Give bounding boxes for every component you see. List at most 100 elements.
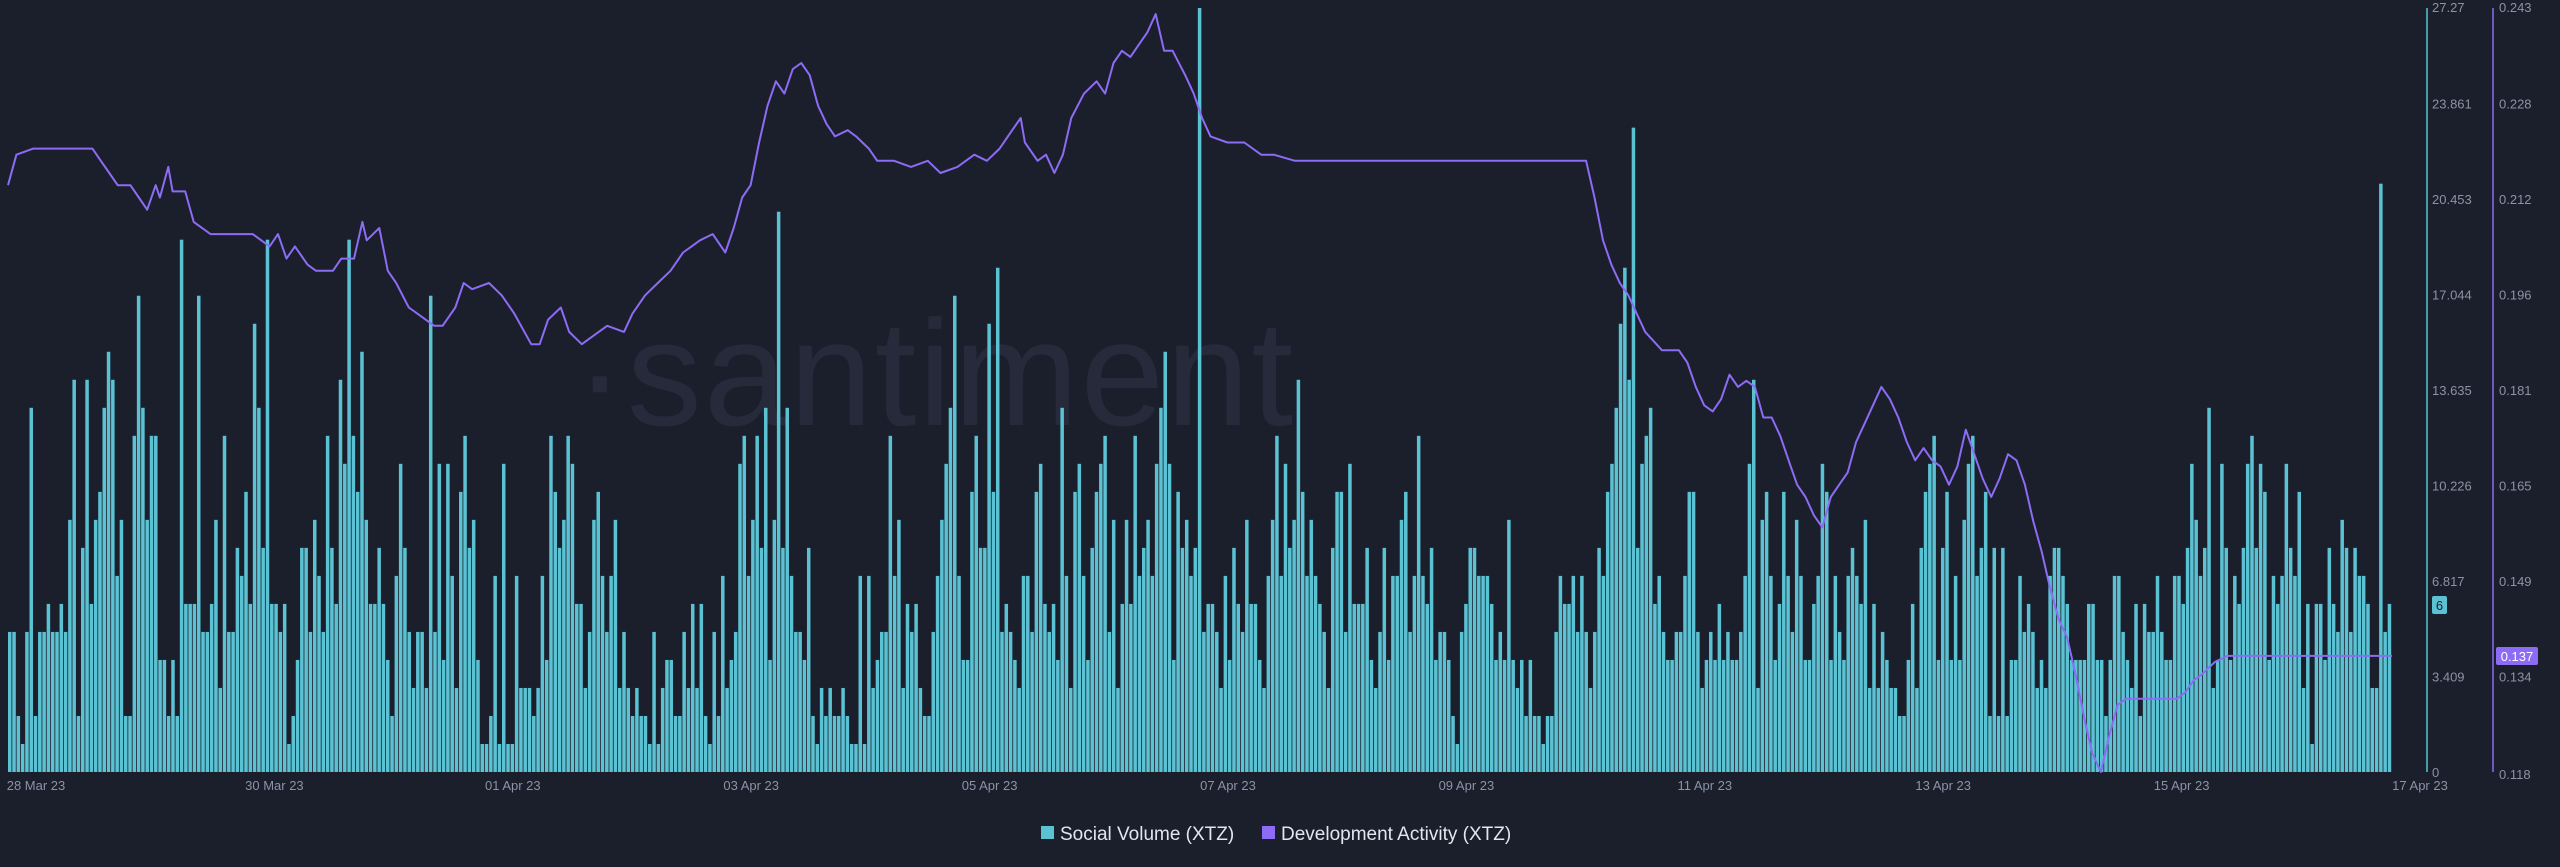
- social-volume-bar: [2022, 631, 2027, 772]
- social-volume-bar: [2228, 659, 2233, 772]
- social-volume-bar: [1064, 575, 1069, 772]
- social-volume-bar: [2005, 715, 2009, 772]
- social-volume-bar: [364, 519, 369, 772]
- social-volume-bar: [2306, 603, 2310, 772]
- social-volume-bar: [1073, 491, 1077, 772]
- social-volume-bar: [1223, 575, 1228, 772]
- social-volume-bar: [1249, 603, 1253, 772]
- social-volume-bar: [407, 631, 411, 772]
- social-volume-bar: [1575, 631, 1580, 772]
- social-volume-bar: [1434, 659, 1438, 772]
- social-volume-bar: [235, 547, 240, 772]
- social-volume-bar: [1047, 631, 1052, 772]
- social-volume-bar: [1739, 631, 1743, 772]
- dev-activity-badge: 0.137: [2501, 649, 2534, 664]
- social-volume-bar: [1348, 463, 1352, 772]
- social-volume-bar: [1721, 659, 1726, 772]
- social-volume-bar: [1889, 687, 1893, 772]
- social-volume-bar: [2117, 575, 2121, 772]
- social-volume-bar: [2293, 575, 2297, 772]
- social-volume-tick-label: 20.453: [2432, 192, 2472, 207]
- social-volume-bar: [1000, 631, 1004, 772]
- social-volume-bar: [1266, 575, 1271, 772]
- social-volume-bar: [2263, 491, 2267, 772]
- social-volume-bar: [1068, 687, 1073, 772]
- social-volume-bar: [1653, 603, 1657, 772]
- social-volume-bar: [85, 379, 89, 772]
- social-volume-bar: [592, 519, 596, 772]
- social-volume-bar: [841, 687, 845, 772]
- x-tick-label: 13 Apr 23: [1915, 778, 1971, 793]
- social-volume-bar: [2331, 603, 2336, 772]
- legend-label-social-volume: Social Volume (XTZ): [1060, 824, 1234, 845]
- social-volume-bar: [819, 687, 824, 772]
- social-volume-bar: [2091, 603, 2095, 772]
- social-volume-bar: [1494, 659, 1498, 772]
- social-volume-bar: [862, 743, 867, 772]
- legend-item-social-volume[interactable]: Social Volume (XTZ): [1041, 824, 1234, 845]
- social-volume-bar: [957, 575, 961, 772]
- social-volume-bar: [497, 743, 502, 772]
- social-volume-bar: [381, 603, 386, 772]
- legend-item-development-activity[interactable]: Development Activity (XTZ): [1262, 824, 1511, 845]
- social-volume-bar: [2108, 659, 2112, 772]
- social-volume-bar: [729, 659, 734, 772]
- social-volume-bar: [1322, 631, 1326, 772]
- social-volume-bar: [1803, 659, 1808, 772]
- social-volume-bar: [639, 715, 643, 772]
- social-volume-bar: [2220, 463, 2224, 772]
- social-volume-bar: [42, 631, 46, 772]
- social-volume-bar: [1902, 715, 1906, 772]
- social-volume-bar: [961, 659, 966, 772]
- social-volume-bar: [2267, 659, 2271, 772]
- social-volume-bar: [1532, 715, 1537, 772]
- social-volume-bar: [1318, 603, 1322, 772]
- social-volume-bar: [1365, 547, 1369, 772]
- social-volume-bar: [1786, 575, 1790, 772]
- social-volume-bar: [1713, 659, 1717, 772]
- social-volume-bar: [2366, 603, 2370, 772]
- social-volume-bar: [454, 687, 459, 772]
- social-volume-bar: [2190, 463, 2194, 772]
- social-volume-bar: [1670, 659, 1674, 772]
- social-volume-bar: [897, 519, 901, 772]
- social-volume-bar: [566, 435, 570, 772]
- social-volume-bar: [510, 743, 515, 772]
- social-volume-bar: [1159, 407, 1163, 772]
- social-volume-bar: [1309, 519, 1314, 772]
- social-volume-bar: [2344, 547, 2349, 772]
- social-volume-bar: [1528, 659, 1533, 772]
- social-volume-bar: [1232, 547, 1236, 772]
- social-volume-bar: [1683, 575, 1687, 772]
- social-volume-bar: [892, 575, 897, 772]
- social-volume-bar: [1034, 491, 1039, 772]
- social-volume-bar: [1236, 603, 1241, 772]
- social-volume-bar: [978, 547, 983, 772]
- social-volume-bar: [879, 631, 884, 772]
- social-volume-bar: [1288, 547, 1292, 772]
- social-volume-bar: [282, 603, 287, 772]
- social-volume-bar: [93, 519, 98, 772]
- social-volume-bar: [1859, 603, 1863, 772]
- social-volume-bar: [1734, 659, 1739, 772]
- social-volume-bar: [2280, 575, 2284, 772]
- social-volume-bar: [802, 659, 807, 772]
- social-volume-bar: [1769, 575, 1773, 772]
- social-volume-bar: [1790, 631, 1795, 772]
- social-volume-bar: [16, 715, 21, 772]
- social-volume-bar: [983, 547, 987, 772]
- social-volume-bar: [1923, 491, 1928, 772]
- social-volume-bar: [1760, 519, 1765, 772]
- social-volume-bar: [2357, 575, 2362, 772]
- social-volume-bar: [1661, 631, 1666, 772]
- social-volume-bar: [1975, 575, 1979, 772]
- social-volume-bar: [166, 715, 171, 772]
- social-volume-bar: [1880, 631, 1885, 772]
- social-volume-bar: [274, 603, 278, 772]
- social-volume-bar: [55, 631, 59, 772]
- social-volume-bar: [239, 575, 244, 772]
- social-volume-bar: [1971, 435, 1975, 772]
- social-volume-bar: [1996, 715, 2001, 772]
- social-volume-bar: [2129, 687, 2134, 772]
- social-volume-bar: [1412, 575, 1417, 772]
